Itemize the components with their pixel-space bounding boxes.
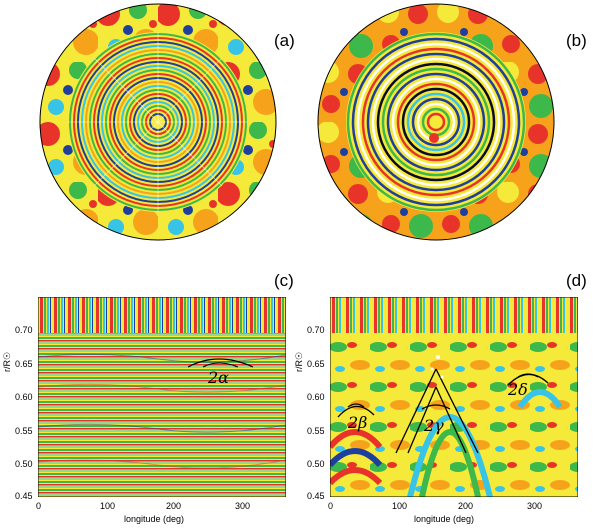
ytick-d-3: 0.55	[307, 426, 325, 436]
panel-label-d: (d)	[566, 271, 587, 290]
ytick-d-1: 0.65	[307, 359, 325, 369]
panel-label-a: (a)	[274, 31, 295, 50]
disk-b	[317, 3, 555, 241]
ytick-c-4: 0.50	[15, 459, 33, 469]
gamma-line-left	[395, 368, 437, 454]
ytick-c-3: 0.55	[15, 426, 33, 436]
gamma-line-right	[435, 368, 479, 454]
annotation-2delta: 2δ	[508, 380, 528, 399]
ylabel-c: r/R☉	[2, 351, 12, 372]
ylabel-d: r/R☉	[294, 351, 304, 372]
ytick-c-2: 0.60	[15, 392, 33, 402]
ytick-d-0: 0.70	[307, 325, 325, 335]
plot-d	[330, 297, 578, 497]
xtick-c-2: 200	[166, 501, 182, 511]
xtick-c-1: 100	[100, 501, 116, 511]
angle-arc-alpha	[187, 358, 254, 368]
xlabel-c: longitude (deg)	[124, 514, 185, 524]
ytick-c-1: 0.65	[15, 359, 33, 369]
xtick-c-3: 300	[235, 501, 251, 511]
ytick-d-5: 0.45	[307, 491, 325, 501]
ytick-c-0: 0.70	[15, 325, 33, 335]
xtick-d-2: 200	[458, 501, 474, 511]
annotation-2alpha: 2α	[208, 368, 229, 387]
xtick-c-0: 0	[36, 501, 42, 511]
xtick-d-0: 0	[328, 501, 334, 511]
xtick-d-1: 100	[392, 501, 408, 511]
xlabel-d: longitude (deg)	[414, 514, 475, 524]
annotation-2gamma: 2γ	[424, 416, 444, 435]
ytick-d-2: 0.60	[307, 392, 325, 402]
xtick-d-3: 300	[527, 501, 543, 511]
plot-c	[38, 297, 286, 497]
disk-a	[39, 3, 277, 241]
ytick-d-4: 0.50	[307, 459, 325, 469]
panel-label-c: (c)	[274, 271, 294, 290]
ytick-c-5: 0.45	[15, 491, 33, 501]
panel-label-b: (b)	[566, 31, 587, 50]
annotation-2beta: 2β	[348, 413, 368, 432]
